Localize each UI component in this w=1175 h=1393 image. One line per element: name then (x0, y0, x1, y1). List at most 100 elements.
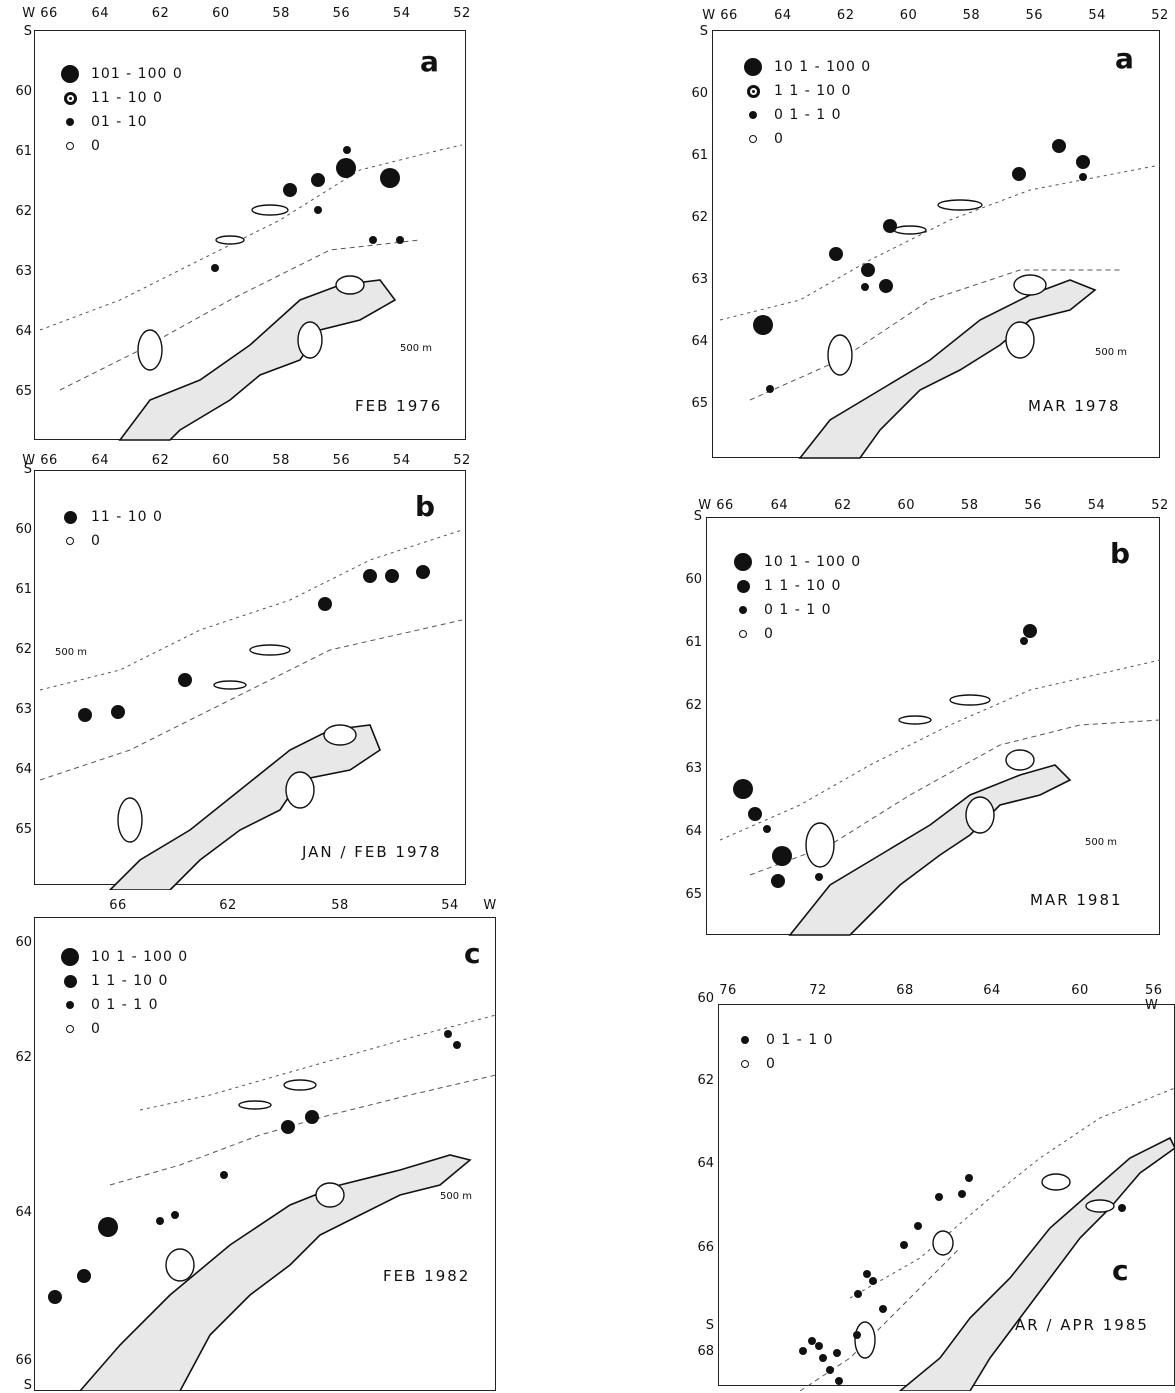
left-tick-label: 62 (15, 642, 32, 657)
krill-station-marker (863, 1270, 871, 1278)
krill-station-marker (111, 705, 125, 719)
krill-station-marker (853, 1331, 861, 1339)
left-tick-label: 64 (15, 1205, 32, 1220)
krill-station-marker (178, 673, 192, 687)
map-drawing (799, 1087, 1175, 1391)
top-tick-label: 54 (392, 453, 411, 468)
isobath-label: 500 m (440, 1191, 473, 1202)
map-frame (712, 30, 1160, 458)
top-tick-label: W 66 (22, 6, 58, 21)
dot-medium-icon (736, 579, 750, 593)
map-panel-right-a: a MAR 1978 10 1 - 100 0 1 1 - 10 0 0 1 - 1… (691, 0, 1175, 460)
legend-item: 0 (732, 1052, 833, 1076)
left-tick-label: 62 (15, 1050, 32, 1065)
left-tick-label: 61 (685, 635, 702, 650)
map-panel-right-c: c MAR / APR 1985 0 1 - 1 0 0 76 72 68 64 60 56… (697, 978, 1175, 1391)
shelf-break-line (39, 619, 463, 781)
island-outline (165, 1248, 195, 1282)
legend-item: 11 - 10 0 (57, 505, 163, 529)
krill-station-marker (854, 1290, 862, 1298)
krill-station-marker (318, 597, 332, 611)
dot-small-icon (749, 111, 757, 119)
panel-letter: a (420, 45, 439, 78)
dot-medium-hollow-icon (746, 84, 760, 98)
left-tick-label: 62 (691, 210, 708, 225)
krill-station-marker (861, 283, 869, 291)
legend-symbol (740, 84, 766, 98)
krill-station-marker (733, 779, 753, 799)
legend-symbol (57, 1025, 83, 1033)
island-outline (249, 644, 291, 656)
legend-label: 0 1 - 1 0 (774, 107, 842, 123)
legend: 0 1 - 1 0 0 (732, 1028, 833, 1076)
top-tick-label: 54 (1087, 498, 1106, 513)
top-tick-label: 52 (453, 6, 471, 21)
legend-label: 01 - 10 (91, 114, 148, 130)
island-outline (238, 1100, 272, 1110)
panel-letter: a (1115, 42, 1134, 75)
left-tick-label: 66 (697, 1240, 714, 1255)
isobath-500m-line (139, 1014, 497, 1111)
legend-label: 0 1 - 1 0 (91, 997, 159, 1013)
legend-symbol (57, 1001, 83, 1009)
krill-station-marker (363, 569, 377, 583)
krill-station-marker (78, 708, 92, 722)
dot-large-icon (61, 65, 79, 83)
legend-symbol (57, 118, 83, 126)
top-tick-label: 56 W (1145, 983, 1163, 1013)
island-outline (1005, 749, 1035, 771)
dot-small-icon (66, 118, 74, 126)
top-tick-label: 66 (109, 898, 127, 913)
krill-station-marker (283, 183, 297, 197)
left-tick-label: 62 (697, 1073, 714, 1088)
left-tick-label: 65 (685, 887, 702, 902)
dot-small-icon (741, 1036, 749, 1044)
left-tick-label: 65 (15, 822, 32, 837)
krill-station-marker (753, 315, 773, 335)
top-tick-label: 62 (834, 498, 852, 513)
dot-small-icon (66, 1001, 74, 1009)
island-outline (965, 796, 995, 834)
top-tick-label: 64 (91, 453, 110, 468)
krill-station-marker (305, 1110, 319, 1124)
krill-station-marker (958, 1190, 966, 1198)
panel-letter: c (464, 937, 481, 970)
legend-item: 11 - 10 0 (57, 86, 183, 110)
top-tick-label: 52 (1151, 8, 1169, 23)
isobath-label: 500 m (1085, 837, 1118, 848)
left-tick-label: 64 (685, 824, 702, 839)
panel-caption: FEB 1982 (383, 1267, 471, 1285)
ring-icon (66, 1025, 74, 1033)
dot-medium-icon (63, 974, 77, 988)
legend-symbol (740, 135, 766, 143)
legend-symbol (57, 142, 83, 150)
legend-label: 0 (91, 533, 101, 549)
legend: 11 - 10 0 0 (57, 505, 163, 553)
top-tick-label: 64 (91, 6, 110, 21)
krill-station-marker (396, 236, 404, 244)
panel-caption: FEB 1976 (355, 397, 443, 415)
island-outline (893, 225, 927, 235)
top-tick-label: 58 (960, 498, 979, 513)
krill-station-marker (453, 1041, 461, 1049)
left-tick-label: 60 (685, 572, 702, 587)
top-tick-label: W 66 (698, 498, 734, 513)
krill-station-marker (48, 1290, 62, 1304)
left-tick-label: S (23, 462, 32, 477)
map-panel-right-b: b MAR 1981 10 1 - 100 0 1 1 - 10 0 0 1 - 1… (685, 495, 1175, 940)
krill-station-marker (314, 206, 322, 214)
krill-station-marker (829, 247, 843, 261)
peninsula-coastline (108, 724, 381, 890)
krill-station-marker (1052, 139, 1066, 153)
krill-station-marker (935, 1193, 943, 1201)
top-tick-label: 56 (332, 6, 351, 21)
legend-label: 11 - 10 0 (91, 509, 163, 525)
shelf-break-line (59, 239, 421, 391)
legend-item: 0 (57, 134, 183, 158)
top-tick-label: 58 (962, 8, 981, 23)
panel-caption: MAR 1978 (1028, 397, 1121, 415)
krill-station-marker (883, 219, 897, 233)
island-outline (137, 329, 163, 371)
top-tick-label: W 66 (22, 453, 58, 468)
isobath-label: 500 m (1095, 347, 1128, 358)
